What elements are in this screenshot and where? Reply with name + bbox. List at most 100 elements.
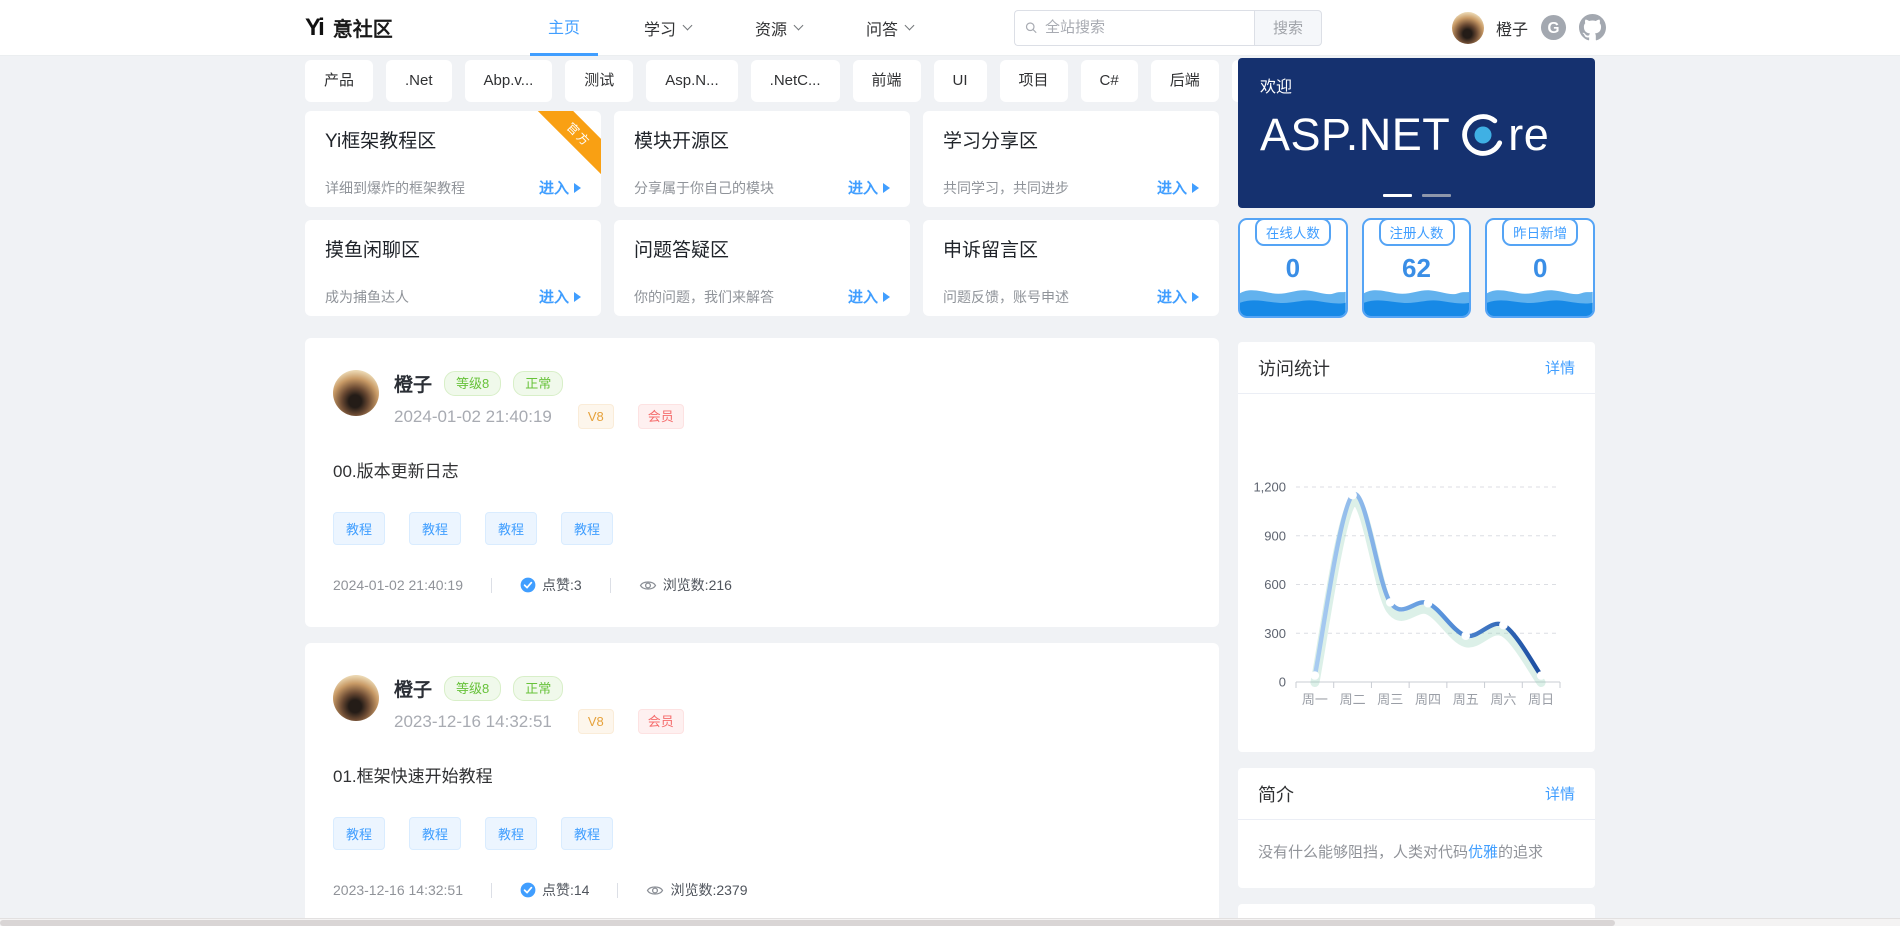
core-c-icon xyxy=(1462,114,1503,156)
search-button[interactable]: 搜索 xyxy=(1254,9,1322,46)
intro-highlight[interactable]: 优雅 xyxy=(1468,844,1499,861)
enter-link[interactable]: 进入 xyxy=(848,177,890,198)
enter-link[interactable]: 进入 xyxy=(1157,177,1199,198)
enter-arrow-icon xyxy=(1192,291,1199,302)
topic-tag[interactable]: C# xyxy=(1080,60,1138,102)
topic-tag[interactable]: 测试 xyxy=(565,60,634,102)
nav-item-resources[interactable]: 资源 xyxy=(737,0,820,56)
chevron-down-icon xyxy=(682,20,693,31)
board-card-questions[interactable]: 问题答疑区 你的问题，我们来解答 进入 xyxy=(614,220,910,316)
github-icon[interactable] xyxy=(1579,14,1607,41)
post-card[interactable]: 橙子 等级8 正常 2024-01-02 21:40:19 V8 会员 00.版… xyxy=(305,338,1219,627)
gitee-icon[interactable]: G xyxy=(1540,14,1567,41)
svg-text:900: 900 xyxy=(1264,528,1286,543)
topic-tag[interactable]: 产品 xyxy=(305,60,374,102)
board-grid: Yi框架教程区 详细到爆炸的框架教程 进入 官方 模块开源区 分享属于你自己的模… xyxy=(305,111,1219,316)
wave-decoration xyxy=(1240,290,1346,316)
post-title[interactable]: 00.版本更新日志 xyxy=(333,462,459,481)
enter-label: 进入 xyxy=(1156,180,1187,197)
board-card-appeal[interactable]: 申诉留言区 问题反馈，账号申述 进入 xyxy=(923,220,1219,316)
enter-link[interactable]: 进入 xyxy=(539,286,581,307)
user-area: 橙子 G xyxy=(1452,11,1607,44)
post-title[interactable]: 01.框架快速开始教程 xyxy=(333,767,493,786)
topic-tag[interactable]: .Net xyxy=(386,60,452,102)
topic-tag[interactable]: 后端 xyxy=(1150,60,1219,102)
enter-link[interactable]: 进入 xyxy=(1157,286,1199,307)
board-card-modules[interactable]: 模块开源区 分享属于你自己的模块 进入 xyxy=(614,111,910,207)
avatar[interactable] xyxy=(1452,11,1484,44)
search-input[interactable] xyxy=(1045,19,1244,36)
post-tag[interactable]: 教程 xyxy=(561,512,614,545)
enter-arrow-icon xyxy=(883,291,890,302)
carousel-dot-active[interactable] xyxy=(1382,194,1412,197)
post-tag[interactable]: 教程 xyxy=(561,817,614,850)
post-tag[interactable]: 教程 xyxy=(485,512,538,545)
enter-link[interactable]: 进入 xyxy=(848,286,890,307)
enter-arrow-icon xyxy=(574,291,581,302)
divider xyxy=(491,882,492,898)
topic-tag[interactable]: 前端 xyxy=(852,60,921,102)
wave-decoration xyxy=(1363,290,1470,316)
avatar[interactable] xyxy=(333,675,379,721)
views-label: 浏览数:216 xyxy=(662,577,732,593)
svg-text:G: G xyxy=(1548,20,1560,37)
svg-text:0: 0 xyxy=(1279,675,1286,690)
x-axis-labels: 周一 周二 周三 周四 周五 周六 周日 xyxy=(1302,692,1554,707)
post-author[interactable]: 橙子 xyxy=(394,680,433,701)
board-desc: 问题反馈，账号申述 xyxy=(943,288,1069,305)
board-title: Yi框架教程区 xyxy=(325,131,437,152)
board-card-sharing[interactable]: 学习分享区 共同学习，共同进步 进入 xyxy=(923,111,1219,207)
post-author[interactable]: 橙子 xyxy=(394,375,433,396)
nav-label: 主页 xyxy=(548,20,581,37)
carousel-dot[interactable] xyxy=(1421,194,1451,197)
svg-text:300: 300 xyxy=(1264,626,1286,641)
svg-text:周一: 周一 xyxy=(1302,692,1328,707)
sidebar: 欢迎 ASP.NET re 0 在线人数 xyxy=(1238,58,1596,926)
topic-tag[interactable]: .NetC... xyxy=(750,60,840,102)
post-tag[interactable]: 教程 xyxy=(485,817,538,850)
details-link[interactable]: 详情 xyxy=(1544,786,1575,803)
member-badge: 会员 xyxy=(637,404,684,429)
brand-suffix: re xyxy=(1508,109,1550,160)
stat-value: 0 xyxy=(1532,253,1548,283)
site-stats: 0 在线人数 62 注册人数 0 xyxy=(1238,218,1596,318)
board-card-tutorial[interactable]: Yi框架教程区 详细到爆炸的框架教程 进入 官方 xyxy=(305,111,601,207)
post-tag[interactable]: 教程 xyxy=(333,512,386,545)
board-desc: 分享属于你自己的模块 xyxy=(634,179,774,196)
scrollbar-thumb[interactable] xyxy=(0,920,1615,926)
post-tag[interactable]: 教程 xyxy=(409,512,462,545)
top-navbar: Yi 意社区 主页 学习 资源 问答 xyxy=(0,0,1900,56)
wave-decoration xyxy=(1487,290,1594,316)
stat-card-registered: 62 注册人数 xyxy=(1361,218,1472,318)
nav-label: 学习 xyxy=(644,21,677,39)
likes-stat[interactable]: 点赞:3 xyxy=(520,575,582,595)
topic-tag[interactable]: Asp.N... xyxy=(646,60,738,102)
welcome-banner[interactable]: 欢迎 ASP.NET re xyxy=(1238,58,1595,208)
site-title: 意社区 xyxy=(332,19,393,41)
enter-link[interactable]: 进入 xyxy=(539,177,581,198)
topic-tag[interactable]: 项目 xyxy=(999,60,1068,102)
topic-tag[interactable]: UI xyxy=(933,60,987,102)
nav-label: 问答 xyxy=(866,21,899,39)
stat-value: 62 xyxy=(1402,253,1431,283)
post-card[interactable]: 橙子 等级8 正常 2023-12-16 14:32:51 V8 会员 01.框… xyxy=(305,643,1219,926)
banner-welcome-label: 欢迎 xyxy=(1260,79,1293,96)
topic-tag[interactable]: Abp.v... xyxy=(464,60,553,102)
likes-stat[interactable]: 点赞:14 xyxy=(520,880,589,900)
horizontal-scrollbar[interactable] xyxy=(0,918,1900,926)
board-desc: 共同学习，共同进步 xyxy=(943,179,1069,196)
post-tag[interactable]: 教程 xyxy=(409,817,462,850)
nav-item-home[interactable]: 主页 xyxy=(530,0,599,56)
avatar[interactable] xyxy=(333,370,379,416)
views-stat: 浏览数:216 xyxy=(639,575,732,595)
intro-text-after: 的追求 xyxy=(1498,844,1544,861)
enter-label: 进入 xyxy=(538,180,569,197)
ribbon-label: 官方 xyxy=(537,111,601,175)
nav-item-qa[interactable]: 问答 xyxy=(848,0,931,56)
site-logo[interactable]: Yi 意社区 xyxy=(305,13,393,42)
svg-text:周日: 周日 xyxy=(1528,692,1554,707)
nav-item-learn[interactable]: 学习 xyxy=(626,0,709,56)
board-card-chat[interactable]: 摸鱼闲聊区 成为捕鱼达人 进入 xyxy=(305,220,601,316)
post-tag[interactable]: 教程 xyxy=(333,817,386,850)
details-link[interactable]: 详情 xyxy=(1544,360,1575,377)
